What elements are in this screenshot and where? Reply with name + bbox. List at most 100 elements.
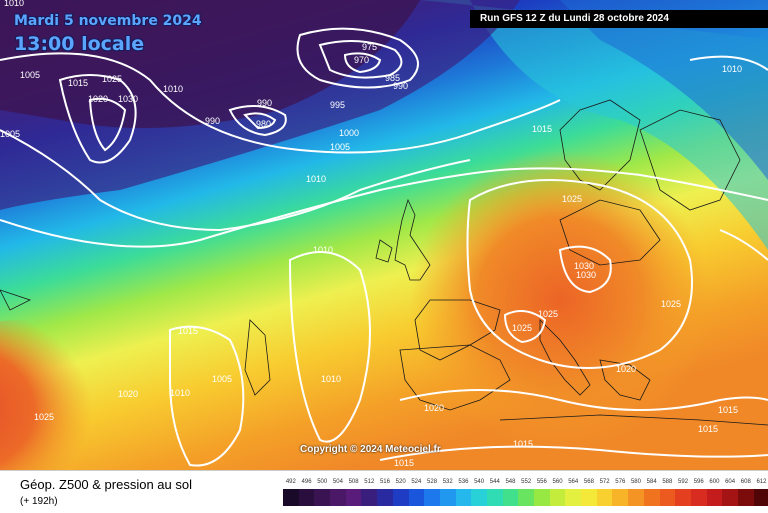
isobar-label: 990: [205, 116, 220, 126]
color-scale-value: 576: [615, 479, 626, 485]
isobar-label: 1020: [616, 364, 636, 374]
z500-southwest-high: [0, 320, 140, 470]
color-scale-swatch: [690, 489, 707, 506]
isobar-label: 1025: [512, 323, 532, 333]
color-scale-value: 536: [458, 479, 469, 485]
isobar-label: 985: [385, 73, 400, 83]
color-scale-value: 544: [489, 479, 500, 485]
color-scale-swatch: [534, 489, 550, 506]
color-scale-bar: [283, 489, 768, 506]
color-scale-value: 492: [285, 479, 296, 485]
color-scale-labels: 492 496 500 504 508 512 516 520 524 528 532 536 540 5…: [283, 479, 768, 485]
color-scale-swatch: [581, 489, 597, 506]
color-scale-swatch: [502, 489, 519, 506]
color-scale-swatch: [439, 489, 456, 506]
color-scale-value: 604: [725, 479, 736, 485]
isobar-label: 1010: [163, 84, 183, 94]
isobar-label: 970: [354, 55, 369, 65]
valid-time-label: 13:00 locale: [14, 33, 145, 55]
z500-ridge: [410, 150, 710, 450]
color-scale-swatch: [565, 489, 582, 506]
color-scale-swatch: [612, 489, 629, 506]
color-scale-swatch: [392, 489, 409, 506]
isobar-label: 1005: [0, 129, 20, 139]
color-scale-value: 496: [301, 479, 312, 485]
isobar-label: 1020: [118, 389, 138, 399]
isobar-label: 1010: [321, 374, 341, 384]
color-scale-value: 500: [317, 479, 328, 485]
isobar-label: 1015: [698, 424, 718, 434]
isobars: [0, 27, 768, 467]
valid-date-label: Mardi 5 novembre 2024: [14, 13, 202, 29]
color-scale-swatch: [298, 489, 315, 506]
isobar-label: 990: [257, 98, 272, 108]
color-scale-swatch: [737, 489, 754, 506]
color-scale-value: 612: [756, 479, 767, 485]
color-scale-value: 548: [505, 479, 516, 485]
color-scale-value: 572: [599, 479, 610, 485]
color-scale-swatch: [471, 489, 487, 506]
color-scale-value: 560: [552, 479, 563, 485]
legend-footer: Géop. Z500 & pression au sol (+ 192h) 49…: [0, 470, 768, 513]
isobar-label: 1010: [4, 0, 24, 8]
legend-title: Géop. Z500 & pression au sol: [20, 477, 192, 492]
isobar-label: 1010: [306, 174, 326, 184]
isobar-label: 1030: [118, 94, 138, 104]
isobar-label: 1015: [718, 405, 738, 415]
color-scale-swatch: [486, 489, 503, 506]
color-scale-value: 504: [332, 479, 343, 485]
isobar-label: 995: [330, 100, 345, 110]
color-scale-value: 568: [583, 479, 594, 485]
isobar-label: 1020: [88, 94, 108, 104]
isobar-label: 990: [393, 81, 408, 91]
isobar-label: 1025: [34, 412, 54, 422]
isobar-label: 1025: [102, 74, 122, 84]
color-scale-swatch: [424, 489, 440, 506]
color-scale-swatch: [455, 489, 472, 506]
color-scale-swatch: [596, 489, 613, 506]
color-scale-value: 512: [364, 479, 375, 485]
isobar-label: 1030: [576, 270, 596, 280]
color-scale-value: 596: [693, 479, 704, 485]
isobar-label: 975: [362, 42, 377, 52]
color-scale-value: 600: [709, 479, 720, 485]
color-scale-value: 608: [740, 479, 751, 485]
color-scale-value: 532: [442, 479, 453, 485]
color-scale-value: 520: [395, 479, 406, 485]
isobar-label: 1030: [574, 261, 594, 271]
isobar-label: 1015: [513, 439, 533, 449]
color-scale-swatch: [675, 489, 691, 506]
color-scale-swatch: [361, 489, 378, 506]
color-scale-swatch: [549, 489, 566, 506]
color-scale-swatch: [283, 489, 299, 506]
color-scale-value: 508: [348, 479, 359, 485]
color-scale-swatch: [659, 489, 676, 506]
coastlines: [0, 99, 768, 426]
isobar-label: 1005: [330, 142, 350, 152]
color-scale-swatch: [377, 489, 393, 506]
isobar-label: 1005: [20, 70, 40, 80]
legend-subtitle: (+ 192h): [20, 496, 58, 507]
isobar-label: 980: [256, 119, 271, 129]
color-scale-swatch: [643, 489, 660, 506]
isobar-label: 1015: [532, 124, 552, 134]
isobar-label: 1010: [170, 388, 190, 398]
weather-map: 1010 1005 1015 1020 1025 1030 1010 990 9…: [0, 0, 768, 470]
color-scale-value: 524: [411, 479, 422, 485]
color-scale-value: 584: [646, 479, 657, 485]
isobar-label: 1025: [538, 309, 558, 319]
color-scale-swatch: [722, 489, 738, 506]
isobar-label: 1015: [178, 326, 198, 336]
isobar-label: 1025: [562, 194, 582, 204]
color-scale-value: 592: [678, 479, 689, 485]
color-scale-swatch: [330, 489, 346, 506]
color-scale-value: 564: [568, 479, 579, 485]
isobar-label: 1025: [661, 299, 681, 309]
color-scale-swatch: [345, 489, 362, 506]
isobar-label: 1005: [212, 374, 232, 384]
run-info-banner: Run GFS 12 Z du Lundi 28 octobre 2024: [470, 10, 768, 28]
color-scale-swatch: [753, 489, 768, 506]
isobar-label: 1015: [394, 458, 414, 468]
color-scale-value: 552: [521, 479, 532, 485]
z500-band-blue: [560, 0, 768, 180]
